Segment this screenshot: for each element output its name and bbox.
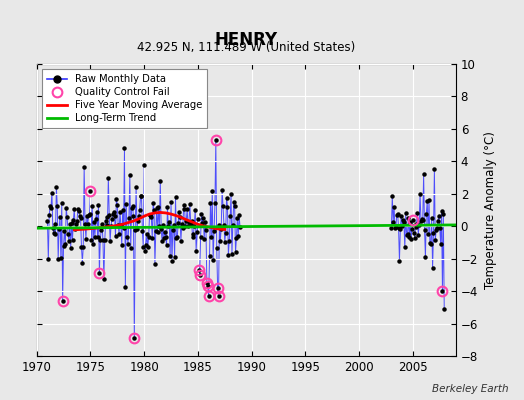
Title: HENRY: HENRY xyxy=(215,30,278,48)
Y-axis label: Temperature Anomaly (°C): Temperature Anomaly (°C) xyxy=(484,131,497,289)
Text: 42.925 N, 111.489 W (United States): 42.925 N, 111.489 W (United States) xyxy=(137,41,355,54)
Text: Berkeley Earth: Berkeley Earth xyxy=(432,384,508,394)
Legend: Raw Monthly Data, Quality Control Fail, Five Year Moving Average, Long-Term Tren: Raw Monthly Data, Quality Control Fail, … xyxy=(42,69,207,128)
